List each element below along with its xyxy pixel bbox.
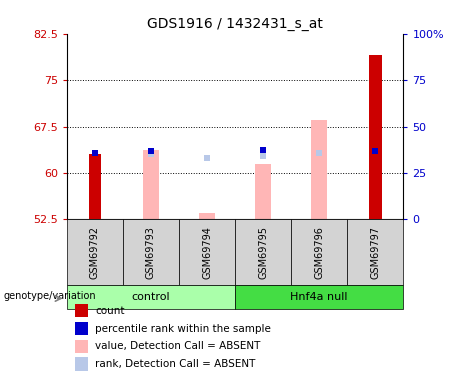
FancyBboxPatch shape [291,219,347,285]
FancyBboxPatch shape [347,219,403,285]
Title: GDS1916 / 1432431_s_at: GDS1916 / 1432431_s_at [147,17,323,32]
Text: GSM69796: GSM69796 [314,226,324,279]
Text: GSM69797: GSM69797 [370,226,380,279]
Bar [311,120,327,219]
Bar [75,340,89,353]
Text: GSM69793: GSM69793 [146,226,156,279]
FancyBboxPatch shape [179,219,235,285]
Bar [143,150,159,219]
Bar [255,164,271,219]
Bar [199,213,215,219]
Text: percentile rank within the sample: percentile rank within the sample [95,324,271,334]
Bar [75,357,89,370]
Text: rank, Detection Call = ABSENT: rank, Detection Call = ABSENT [95,359,255,369]
Text: count: count [95,306,124,316]
FancyBboxPatch shape [123,219,179,285]
Text: GSM69792: GSM69792 [90,226,100,279]
Bar [75,304,89,317]
Text: Hnf4a null: Hnf4a null [290,292,348,302]
Text: genotype/variation: genotype/variation [3,291,96,301]
Bar [89,154,101,219]
Text: value, Detection Call = ABSENT: value, Detection Call = ABSENT [95,341,260,351]
Text: GSM69794: GSM69794 [202,226,212,279]
FancyBboxPatch shape [235,285,403,309]
Text: GSM69795: GSM69795 [258,226,268,279]
Text: control: control [132,292,170,302]
Bar [369,56,382,219]
FancyBboxPatch shape [67,219,123,285]
Bar [75,322,89,335]
FancyBboxPatch shape [235,219,291,285]
FancyBboxPatch shape [67,285,235,309]
